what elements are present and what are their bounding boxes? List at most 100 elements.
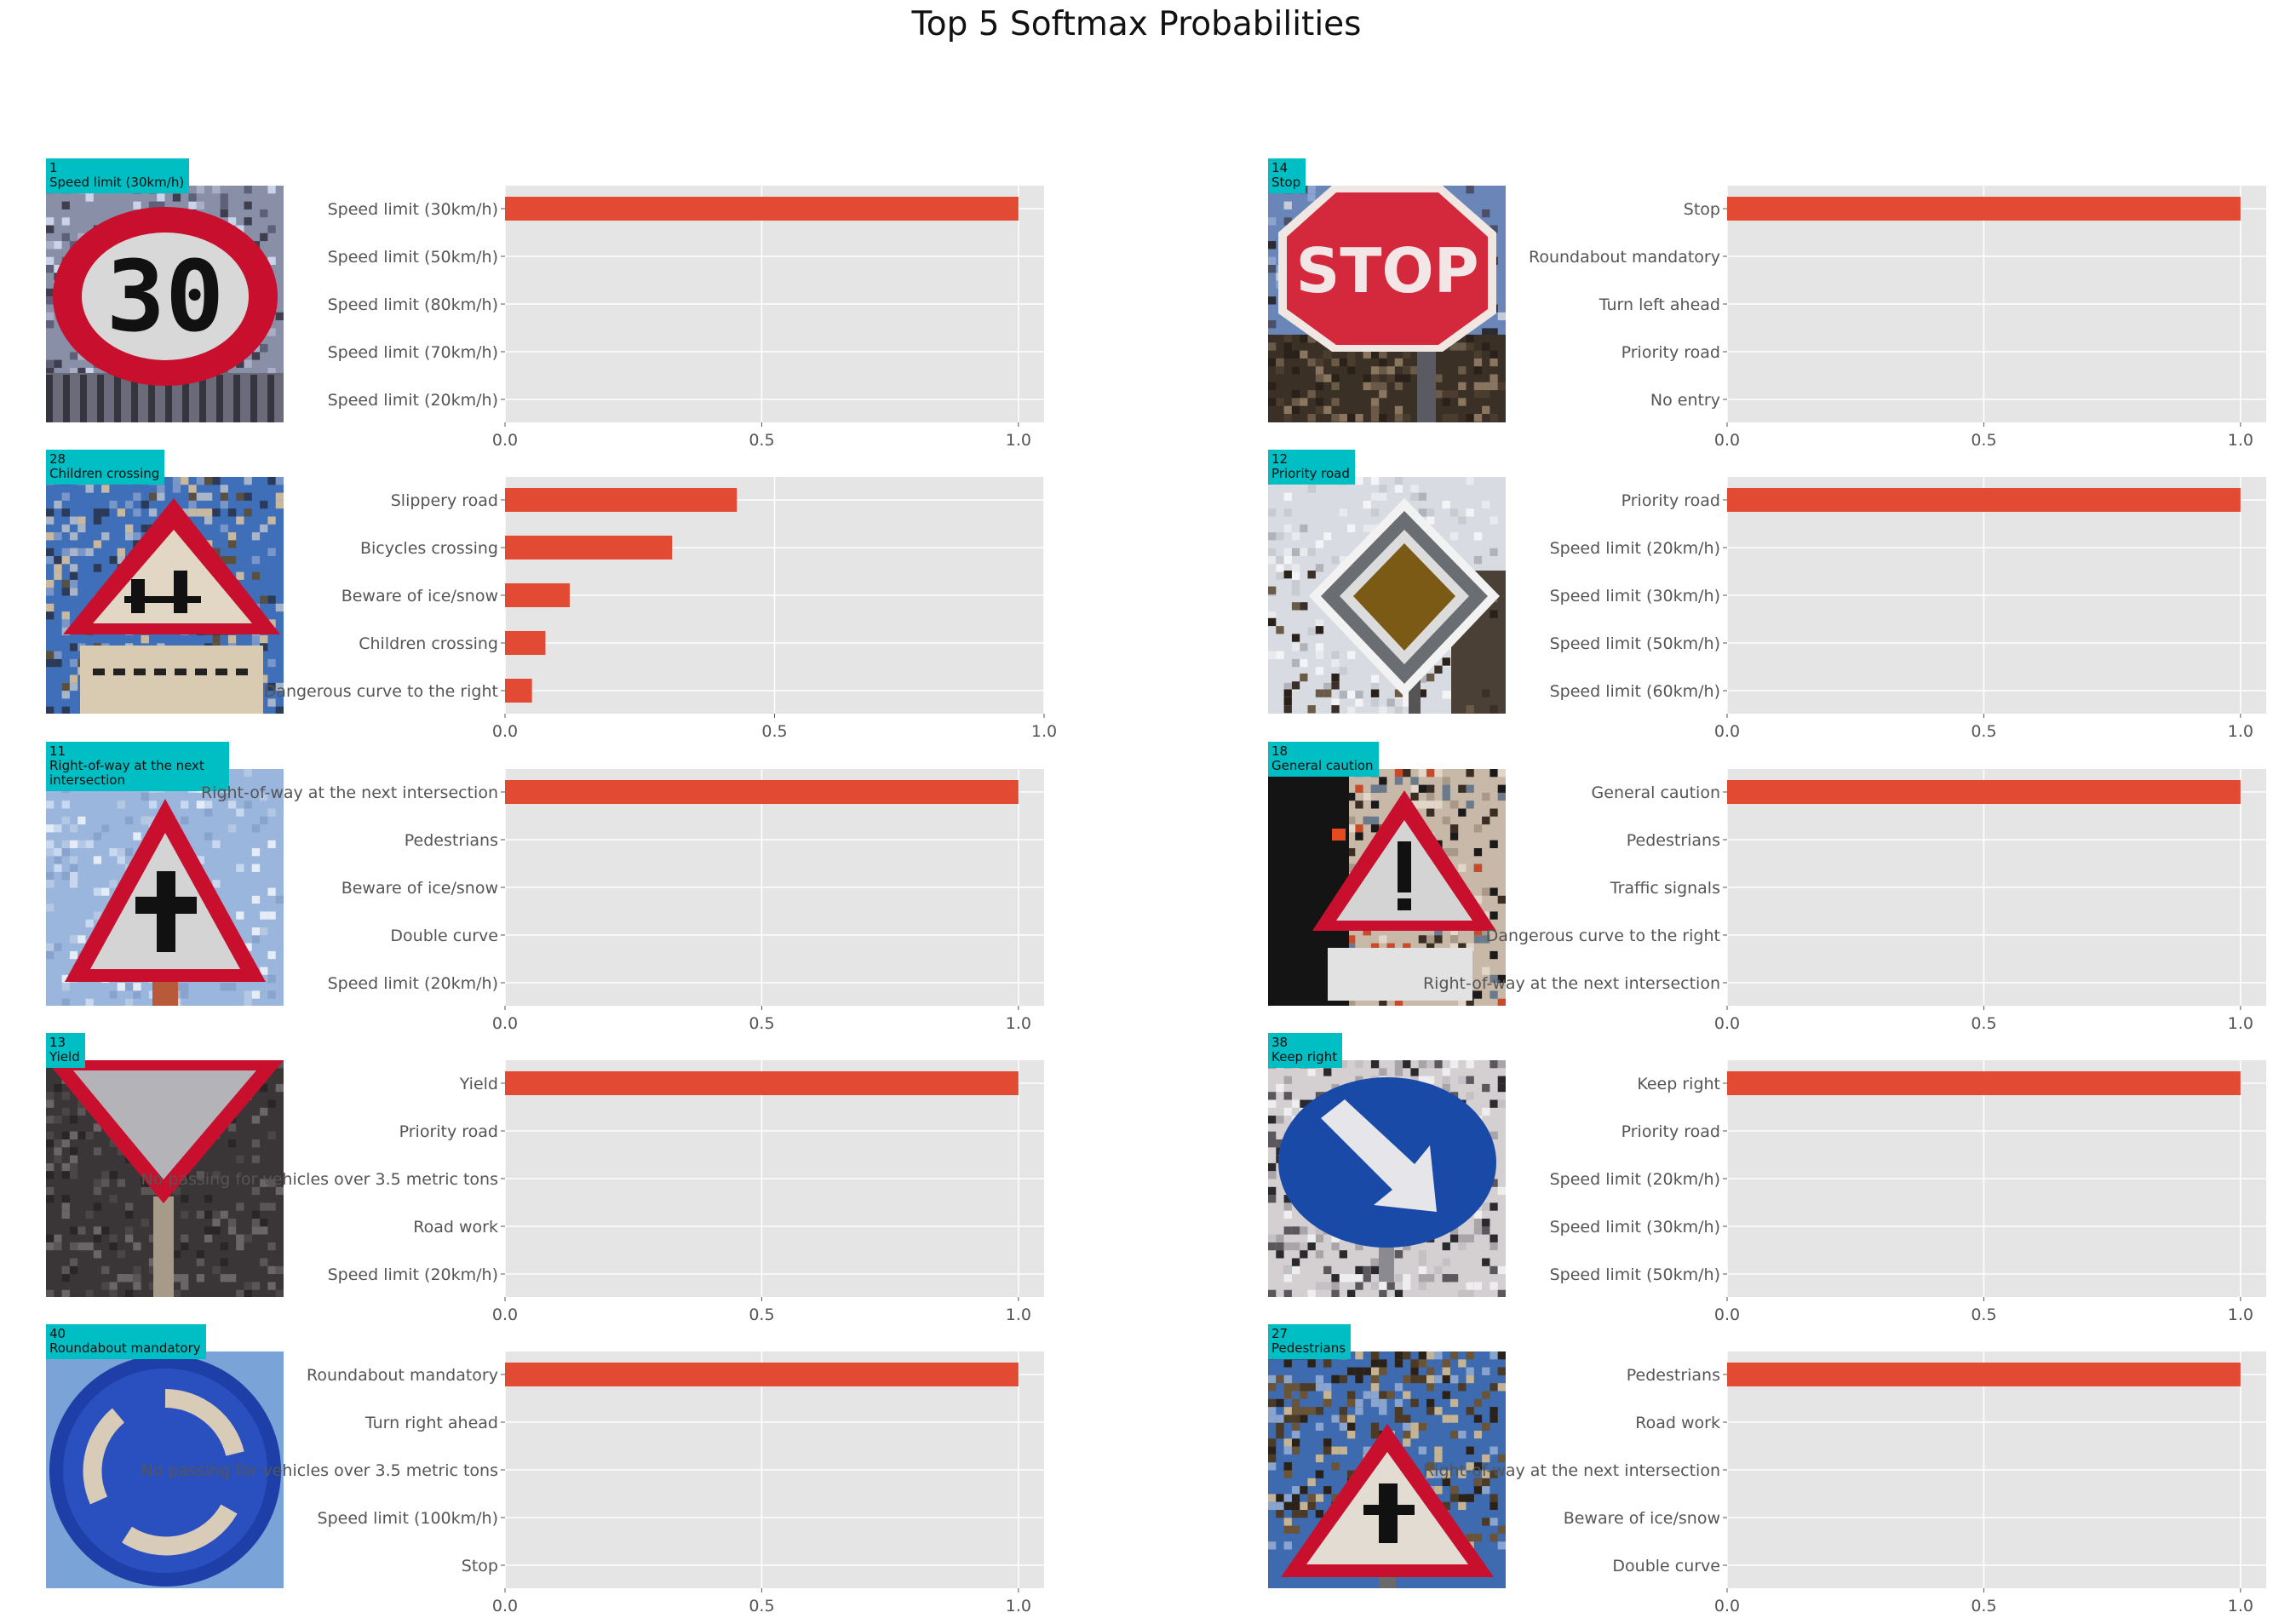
prediction-panel: 30 1 Speed limit (30km/h) Speed limit (30km… [0,158,1137,450]
category-label: Speed limit (20km/h) [1550,539,1720,558]
svg-text:STOP: STOP [1296,235,1479,307]
category-label: Keep right [1637,1075,1720,1093]
class-id: 1 [49,160,58,175]
category-label: Beware of ice/snow [1564,1509,1720,1528]
x-tick-label: 0.0 [492,431,518,450]
category-label: Pedestrians [405,831,498,850]
speed-limit-30-sign-image: 30 [46,186,284,422]
probability-bar [1727,1363,2241,1386]
category-label: No passing for vehicles over 3.5 metric … [141,1170,498,1189]
category-label: Priority road [1622,1122,1720,1141]
category-label: Traffic signals [1610,879,1720,898]
category-label: Beware of ice/snow [342,587,498,605]
ground-truth-tag: 38 Keep right [1268,1033,1343,1068]
x-tick-label: 0.5 [1971,1306,1996,1324]
category-label: Priority road [1622,491,1720,510]
category-label: Speed limit (30km/h) [1550,587,1720,605]
probability-bar [505,679,532,703]
x-tick-label: 0.5 [749,431,774,450]
sign-thumbnail [46,769,284,1006]
prediction-panel: 11 Right-of-way at the next intersection R… [0,742,1137,1033]
yield-sign-image [46,1060,284,1297]
ground-truth-tag: 40 Roundabout mandatory [46,1324,206,1359]
category-label: Beware of ice/snow [342,879,498,898]
prediction-panel: STOP 14 Stop Stop Roundabout mandatory Turn l… [1222,158,2273,450]
probability-bar [505,780,1019,804]
class-name: Priority road [1271,466,1350,481]
probability-bar [505,488,738,512]
class-name: Right-of-way at the next intersection [49,758,204,788]
prediction-panel: 38 Keep right Keep right Priority road Speed… [1222,1033,2273,1324]
x-tick-label: 0.5 [749,1306,774,1324]
category-label: General caution [1592,783,1720,802]
category-label: Speed limit (60km/h) [1550,682,1720,701]
category-label: Bicycles crossing [360,539,498,558]
x-tick-label: 1.0 [2228,1014,2253,1033]
ground-truth-tag: 12 Priority road [1268,450,1355,485]
prediction-panel: 13 Yield Yield Priority road No passing for … [0,1033,1137,1324]
category-label: Speed limit (50km/h) [1550,1265,1720,1284]
category-label: No entry [1650,391,1720,410]
category-label: Pedestrians [1627,831,1720,850]
softmax-bar-chart: Keep right Priority road Speed limit (20km… [1550,1060,2266,1324]
softmax-bar-chart: Speed limit (30km/h) Speed limit (50km/h)… [328,186,1044,450]
softmax-bar-chart: Stop Roundabout mandatory Turn left ahead P… [1529,186,2266,450]
category-label: Priority road [1622,343,1720,362]
x-tick-label: 1.0 [2228,431,2253,450]
category-label: Right-of-way at the next intersection [1423,974,1720,993]
probability-bar [1727,780,2241,804]
x-tick-label: 0.0 [492,722,518,741]
class-id: 40 [49,1326,66,1341]
class-id: 11 [49,743,66,759]
category-label: Speed limit (20km/h) [328,1265,498,1284]
sign-thumbnail: 30 [46,186,284,422]
ground-truth-tag: 11 Right-of-way at the next intersection [46,742,229,791]
class-id: 28 [49,451,66,467]
priority-road-sign-image [1268,477,1506,714]
sign-thumbnail [46,1351,284,1588]
category-label: Turn right ahead [364,1414,498,1432]
x-tick-label: 1.0 [2228,1597,2253,1615]
x-tick-label: 0.0 [1714,1597,1740,1615]
prediction-panel: 40 Roundabout mandatory Roundabout mandato… [0,1324,1137,1615]
x-tick-label: 1.0 [1006,1014,1031,1033]
class-id: 12 [1271,451,1289,467]
sign-thumbnail [46,1060,284,1297]
category-label: Double curve [1612,1557,1720,1575]
category-label: Stop [1684,200,1720,219]
class-id: 27 [1271,1326,1289,1341]
class-name: Yield [49,1049,80,1064]
probability-bar [505,536,673,560]
softmax-bar-chart: Slippery road Bicycles crossing Beware of … [264,477,1057,741]
ground-truth-tag: 1 Speed limit (30km/h) [46,158,190,193]
category-label: Speed limit (20km/h) [328,974,498,993]
class-name: Stop [1271,175,1301,190]
x-tick-label: 0.0 [1714,722,1740,741]
x-tick-label: 0.5 [749,1597,774,1615]
x-tick-label: 1.0 [2228,1306,2253,1324]
category-label: Speed limit (30km/h) [328,200,498,219]
x-tick-label: 1.0 [2228,722,2253,741]
x-tick-label: 0.5 [761,722,787,741]
category-label: Speed limit (50km/h) [1550,634,1720,653]
x-tick-label: 0.5 [1971,1597,1996,1615]
category-label: Speed limit (70km/h) [328,343,498,362]
category-label: Roundabout mandatory [1529,248,1720,267]
x-tick-label: 0.0 [1714,1306,1740,1324]
general-caution-sign-image [1268,769,1506,1006]
ground-truth-tag: 14 Stop [1268,158,1306,193]
x-tick-label: 0.0 [492,1306,518,1324]
probability-bar [505,631,546,655]
class-name: General caution [1271,758,1374,773]
probability-bar [505,1071,1019,1095]
class-name: Keep right [1271,1049,1338,1064]
softmax-bar-chart: Roundabout mandatory Turn right ahead No p… [141,1351,1044,1615]
category-label: Speed limit (50km/h) [328,248,498,267]
probability-bar [1727,488,2241,512]
prediction-panel: 28 Children crossing Slippery road Bicycles… [0,450,1137,741]
category-label: Yield [459,1075,498,1093]
class-id: 14 [1271,160,1289,175]
class-name: Roundabout mandatory [49,1340,201,1356]
class-name: Speed limit (30km/h) [49,175,185,190]
pedestrians-sign-image [1268,1351,1506,1588]
